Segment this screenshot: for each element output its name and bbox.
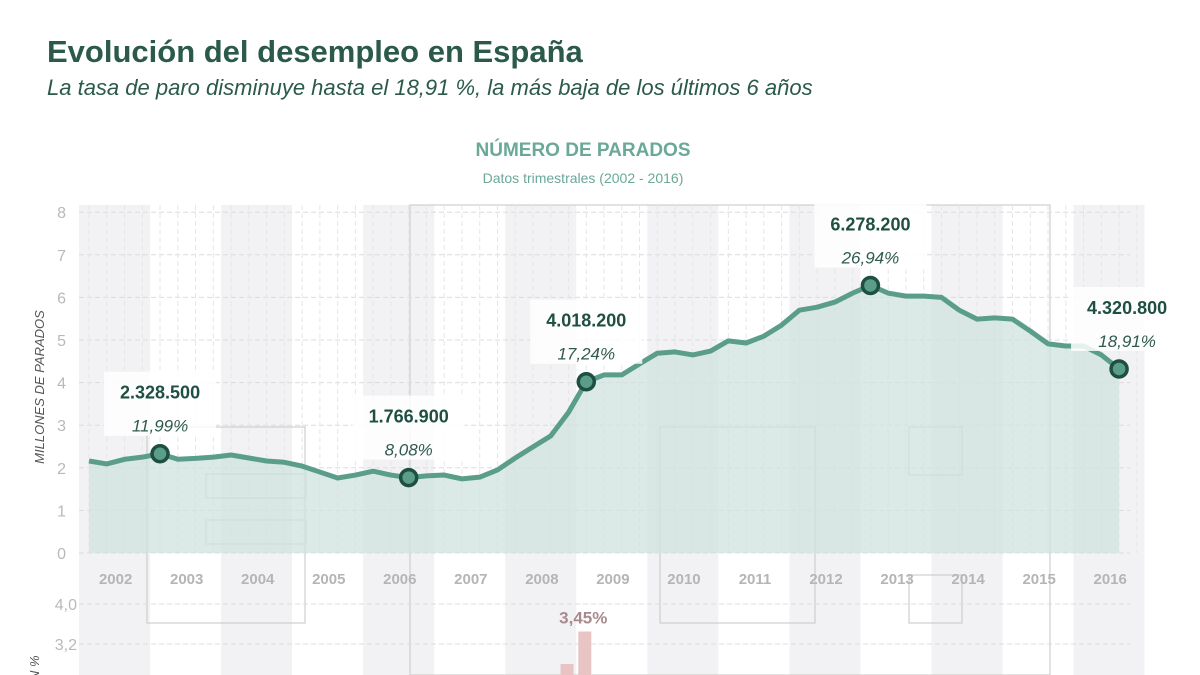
x-tick-label: 2004 — [241, 571, 275, 588]
x-tick-label: 2010 — [667, 571, 700, 588]
annotation-rate: 11,99% — [132, 417, 188, 436]
year-band — [221, 205, 293, 675]
x-tick-label: 2009 — [596, 571, 629, 588]
bar-y-axis-label: N % — [27, 655, 42, 675]
annotation: 2.328.500 11,99% — [104, 371, 217, 464]
x-tick-label: 2003 — [170, 571, 203, 588]
x-tick-label: 2008 — [525, 571, 558, 588]
highlight-marker — [398, 467, 419, 488]
page-subtitle: La tasa de paro disminuye hasta el 18,91… — [47, 75, 813, 100]
x-tick-label: 2015 — [1022, 571, 1055, 588]
y-tick-label: 2 — [57, 461, 66, 478]
annotation: 4.018.200 17,24% — [530, 299, 643, 392]
x-tick-label: 2002 — [99, 571, 132, 588]
bar-data-label: 3,45% — [559, 609, 607, 628]
annotation-bg — [1071, 286, 1184, 351]
annotation-rate: 18,91% — [1098, 332, 1156, 351]
annotation-bg — [352, 395, 465, 460]
y-axis-label: MILLONES DE PARADOS — [32, 310, 47, 464]
x-tick-label: 2014 — [951, 571, 985, 588]
bar — [578, 631, 592, 675]
x-tick-label: 2012 — [809, 571, 842, 588]
y-tick-label: 4 — [57, 376, 66, 393]
annotation: 6.278.200 26,94% — [814, 203, 927, 296]
bar — [560, 664, 574, 675]
area-fill — [89, 285, 1120, 553]
x-tick-label: 2006 — [383, 571, 416, 588]
year-band — [79, 205, 151, 675]
x-tick-label: 2011 — [739, 571, 772, 588]
watermark-shape — [908, 574, 963, 624]
bar-y-tick-label: 3,2 — [55, 637, 77, 654]
annotation-bg — [104, 371, 217, 436]
annotation-value: 4.018.200 — [546, 311, 626, 331]
annotation-value: 2.328.500 — [120, 383, 200, 403]
y-tick-label: 5 — [57, 333, 66, 350]
highlight-marker — [1109, 359, 1129, 379]
highlight-marker — [150, 443, 170, 464]
annotation: 1.766.900 8,08% — [352, 395, 465, 488]
annotation-bg — [530, 299, 643, 364]
bar-y-tick-label: 4,0 — [55, 597, 77, 614]
x-tick-label: 2016 — [1094, 571, 1127, 588]
y-tick-label: 0 — [57, 546, 66, 563]
annotation-value: 1.766.900 — [369, 407, 449, 427]
y-tick-label: 3 — [57, 418, 66, 435]
chart-title: NÚMERO DE PARADOS — [475, 140, 691, 161]
x-tick-label: 2013 — [880, 571, 913, 588]
annotation: 4.320.800 18,91% — [1071, 286, 1184, 379]
annotation-bg — [814, 203, 927, 268]
annotation-value: 6.278.200 — [830, 214, 910, 234]
annotation-rate: 17,24% — [557, 345, 615, 364]
x-tick-label: 2005 — [312, 571, 345, 588]
y-tick-label: 1 — [57, 503, 66, 520]
annotation-value: 4.320.800 — [1087, 298, 1167, 318]
annotation-rate: 26,94% — [841, 248, 900, 267]
y-tick-label: 6 — [57, 290, 66, 307]
highlight-marker — [860, 275, 881, 296]
chart-subtitle: Datos trimestrales (2002 - 2016) — [482, 170, 684, 186]
page-title: Evolución del desempleo en España — [47, 34, 583, 69]
x-tick-label: 2007 — [454, 571, 487, 588]
highlight-marker — [576, 371, 597, 392]
y-tick-label: 7 — [57, 248, 66, 265]
y-tick-label: 8 — [57, 205, 66, 222]
annotation-rate: 8,08% — [385, 441, 433, 460]
